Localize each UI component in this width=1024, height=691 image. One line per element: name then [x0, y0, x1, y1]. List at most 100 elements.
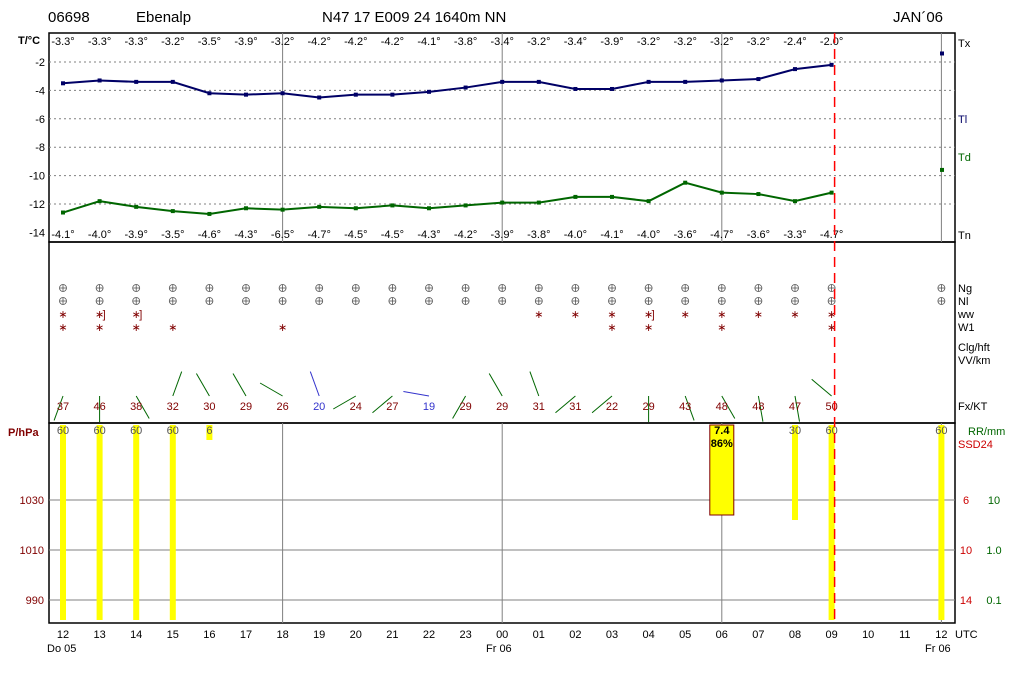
wind-barb-icon: [488, 373, 503, 397]
tx-value-label: -3.2°: [637, 36, 660, 48]
tx-label: Tx: [958, 38, 971, 50]
pressure-tick-label: 1010: [20, 545, 44, 557]
dewpoint-point: [756, 192, 761, 197]
gust-value-label: 31: [569, 401, 581, 413]
pressure-tick-label: 990: [26, 595, 44, 607]
temperature-point: [500, 79, 505, 84]
y-tick-label: -12: [29, 199, 45, 211]
wind-barb-icon: [591, 395, 613, 414]
snow-icon: ∗: [681, 309, 690, 321]
rr-tick-label: 10: [988, 495, 1000, 507]
gust-value-label: 29: [642, 401, 654, 413]
ssd-tick-label: 6: [963, 495, 969, 507]
tn-value-label: -4.6°: [198, 229, 221, 241]
temperature-point: [390, 92, 395, 97]
dewpoint-point: [97, 199, 102, 204]
tn-value-label: -3.9°: [125, 229, 148, 241]
ng-label: Ng: [958, 283, 972, 295]
temperature-point: [463, 85, 468, 90]
sunshine-bar: [938, 425, 945, 620]
clg-label: Clg/hft: [958, 342, 990, 354]
snow-icon: ∗: [571, 309, 580, 321]
sunshine-label: 60: [825, 425, 837, 437]
temp-axis-label: T/°C: [18, 35, 40, 47]
sunshine-bars: 60 60 60 60 6 30 60 60 7.486%: [57, 424, 948, 620]
gust-value-label: 27: [386, 401, 398, 413]
snow-icon: ∗: [827, 322, 836, 334]
dewpoint-point: [463, 203, 468, 208]
tx-value-label: -3.4°: [491, 36, 514, 48]
tn-value-label: -3.3°: [783, 229, 806, 241]
tn-value-label: -4.1°: [51, 229, 74, 241]
time-tick-label: 13: [93, 629, 105, 641]
time-tick-label: 17: [240, 629, 252, 641]
gust-value-label: 26: [276, 401, 288, 413]
temperature-point: [244, 92, 248, 97]
time-tick-label: 18: [276, 629, 288, 641]
y-tick-label: -2: [35, 57, 45, 69]
dewpoint-point: [134, 204, 139, 209]
weather-symbols: ∗ ∗ ∗ ∗ ∗ ∗ ∗ ∗ ∗ ∗ ∗ ∗∗ ∗ ∗ ∗ ∗ ∗ ∗ ∗ ∗]]]: [58, 284, 946, 334]
wind-barb-icon: [721, 395, 736, 419]
dewpoint-point: [244, 206, 248, 211]
utc-label: UTC: [955, 629, 978, 641]
gust-value-label: 29: [459, 401, 471, 413]
dewpoint-point: [719, 190, 724, 195]
time-tick-label: 23: [459, 629, 471, 641]
tn-value-label: -3.9°: [491, 229, 514, 241]
gust-value-label: 20: [313, 401, 325, 413]
tn-value-label: -4.5°: [381, 229, 404, 241]
snow-icon: ∗: [95, 322, 104, 334]
fxkt-label: Fx/KT: [958, 401, 988, 413]
gust-value-label: 24: [350, 401, 362, 413]
sunshine-label: 6: [206, 425, 212, 437]
tn-value-label: -3.5°: [161, 229, 184, 241]
wind-barb-icon: [555, 395, 576, 414]
dewpoint-point: [829, 190, 834, 195]
tn-value-label: -4.3°: [417, 229, 440, 241]
tn-value-label: -3.8°: [527, 229, 550, 241]
sunshine-bar: [96, 425, 103, 620]
temperature-point: [536, 79, 541, 84]
gust-value-label: 50: [825, 401, 837, 413]
temperature-point: [170, 79, 175, 84]
wind-barb-icon: [232, 373, 247, 397]
time-tick-label: 22: [423, 629, 435, 641]
temperature-point: [610, 86, 614, 91]
snow-icon: ∗: [717, 322, 726, 334]
time-tick-label: 07: [752, 629, 764, 641]
tn-label: Tn: [958, 230, 971, 242]
gust-value-label: 37: [57, 401, 69, 413]
w1-label: W1: [958, 322, 975, 334]
snow-icon: ∗: [168, 322, 177, 334]
time-tick-label: 09: [825, 629, 837, 641]
snow-icon: ∗: [754, 309, 763, 321]
temperature-lines: [61, 51, 944, 216]
temperature-point: [97, 78, 102, 83]
gust-value-label: 47: [789, 401, 801, 413]
time-tick-label: 19: [313, 629, 325, 641]
time-tick-label: 16: [203, 629, 215, 641]
wind-barb-icon: [195, 373, 210, 397]
dewpoint-point: [317, 204, 322, 209]
temperature-point: [573, 86, 578, 91]
gust-value-label: 29: [240, 401, 252, 413]
time-tick-label: 12: [57, 629, 69, 641]
wind-barb-icon: [372, 395, 393, 414]
shower-bracket-icon: ]: [652, 309, 655, 321]
tx-value-label: -3.2°: [161, 36, 184, 48]
wind-barb-icon: [135, 395, 150, 419]
wind-barb-icon: [794, 395, 801, 422]
temperature-point: [646, 79, 651, 84]
vv-label: VV/km: [958, 355, 990, 367]
temperature-point: [134, 79, 139, 84]
tn-value-label: -4.0°: [564, 229, 587, 241]
y-tick-label: -6: [35, 114, 45, 126]
wind-barb-icon: [811, 378, 832, 397]
time-tick-label: 14: [130, 629, 142, 641]
gust-value-label: 32: [167, 401, 179, 413]
sunshine-label: 30: [789, 425, 801, 437]
snow-icon: ∗: [132, 322, 141, 334]
station-name: Ebenalp: [136, 9, 191, 26]
temperature-point: [207, 91, 212, 96]
